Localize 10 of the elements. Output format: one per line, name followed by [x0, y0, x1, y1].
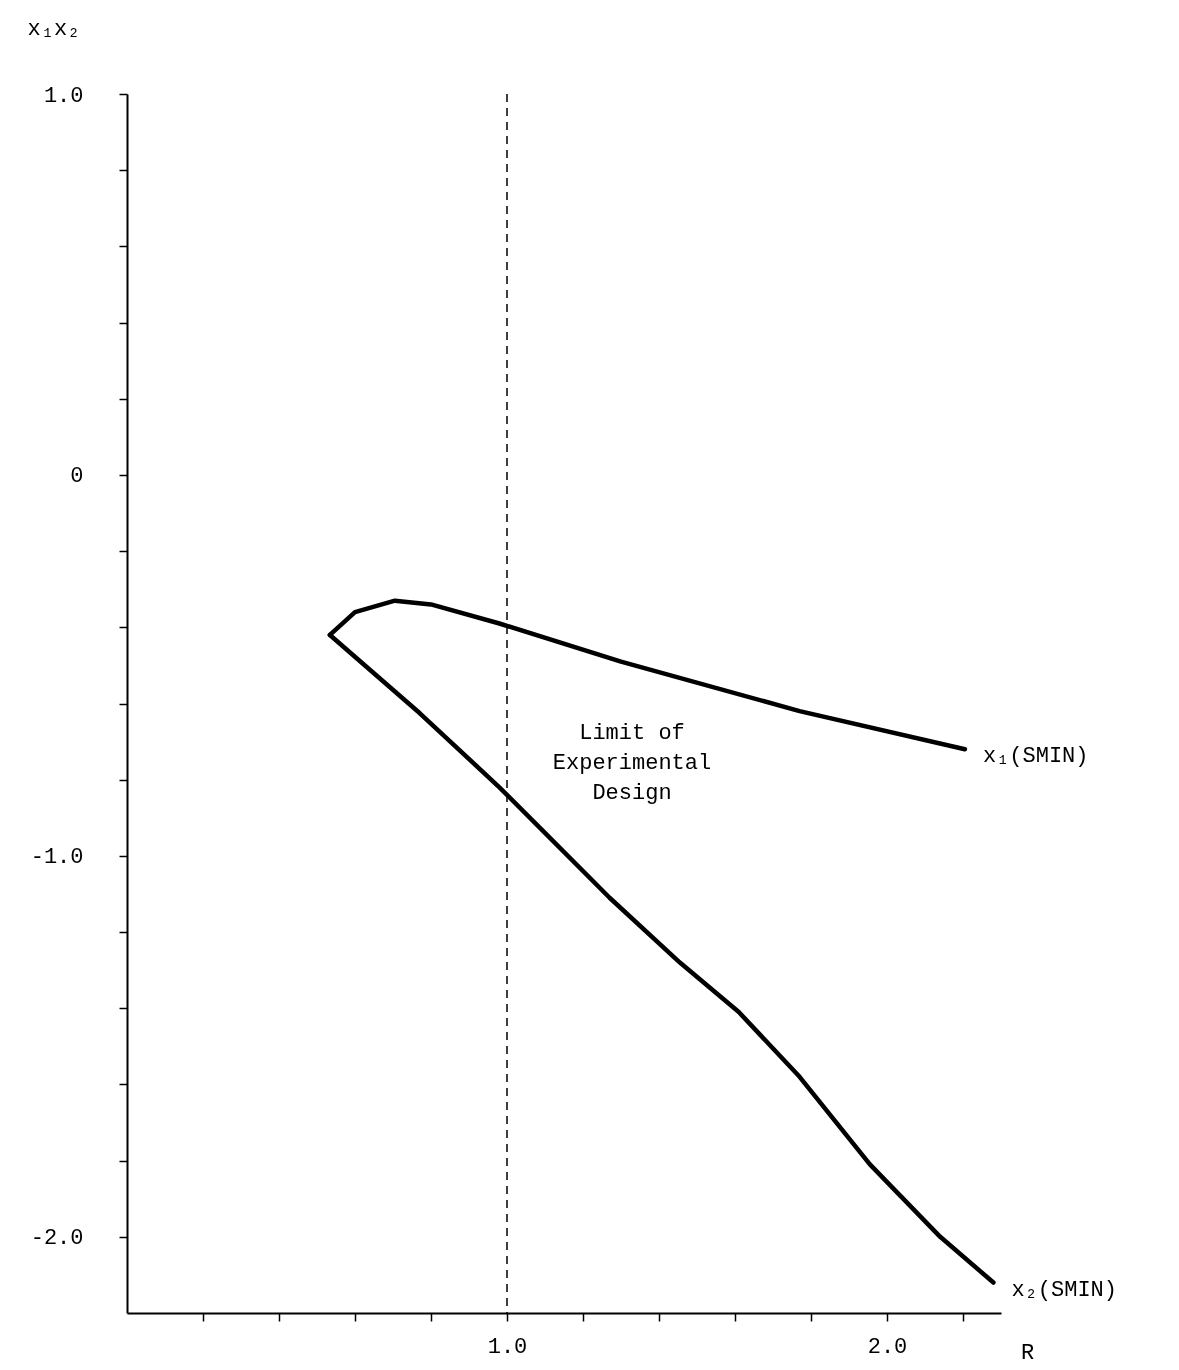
x-axis-title: R: [1020, 1340, 1035, 1366]
x-tick-label: 2.0: [867, 1334, 908, 1360]
series-label: x₁(SMIN): [982, 744, 1089, 770]
y-tick-label: -2.0: [30, 1226, 84, 1252]
y-tick-label: 0: [70, 464, 84, 490]
series-label: x₂(SMIN): [1011, 1277, 1118, 1303]
ref-line-label: Limit of Experimental Design: [552, 721, 712, 806]
y-tick-label: 1.0: [43, 83, 84, 109]
y-tick-label: -1.0: [30, 845, 84, 871]
y-axis-title: x₁x₂: [27, 16, 81, 42]
